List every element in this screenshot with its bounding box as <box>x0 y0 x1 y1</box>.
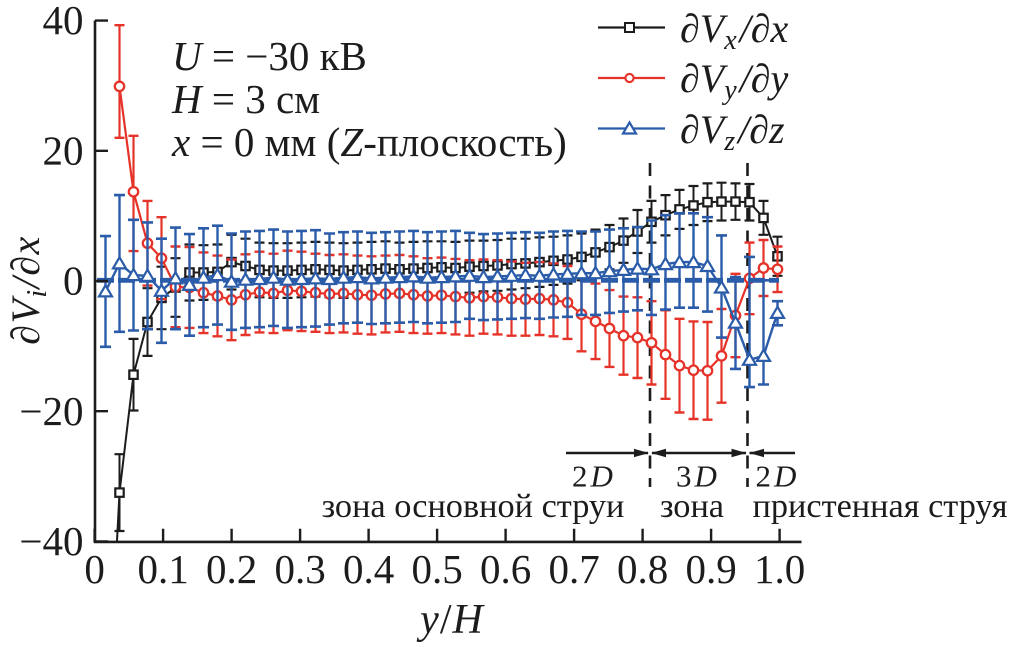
svg-text:0.9: 0.9 <box>685 546 736 592</box>
svg-text:0.6: 0.6 <box>480 546 531 592</box>
svg-text:0.3: 0.3 <box>274 546 325 592</box>
svg-text:x = 0 мм (Z-плоскость): x = 0 мм (Z-плоскость) <box>171 119 567 165</box>
svg-text:0.1: 0.1 <box>137 546 188 592</box>
svg-text:U = −30 кВ: U = −30 кВ <box>172 33 367 79</box>
svg-text:2D: 2D <box>572 459 613 494</box>
svg-text:40: 40 <box>43 0 84 43</box>
svg-text:0.2: 0.2 <box>206 546 257 592</box>
svg-text:2D: 2D <box>756 459 797 494</box>
svg-text:пристенная струя: пристенная струя <box>753 487 1008 525</box>
svg-text:зона основной струи: зона основной струи <box>322 487 625 525</box>
svg-text:3D: 3D <box>676 459 717 494</box>
svg-text:−20: −20 <box>19 388 83 434</box>
svg-text:y/H: y/H <box>416 597 485 642</box>
svg-text:зона: зона <box>660 487 724 525</box>
svg-text:−40: −40 <box>19 518 83 564</box>
svg-text:0.8: 0.8 <box>617 546 668 592</box>
svg-text:20: 20 <box>43 127 84 173</box>
svg-text:H = 3 см: H = 3 см <box>171 76 320 122</box>
svg-text:0.7: 0.7 <box>548 546 599 592</box>
svg-text:0.5: 0.5 <box>411 546 462 592</box>
svg-text:0.4: 0.4 <box>343 546 394 592</box>
svg-text:0: 0 <box>63 258 84 304</box>
svg-text:1.0: 1.0 <box>754 546 805 592</box>
svg-text:0: 0 <box>84 546 105 592</box>
